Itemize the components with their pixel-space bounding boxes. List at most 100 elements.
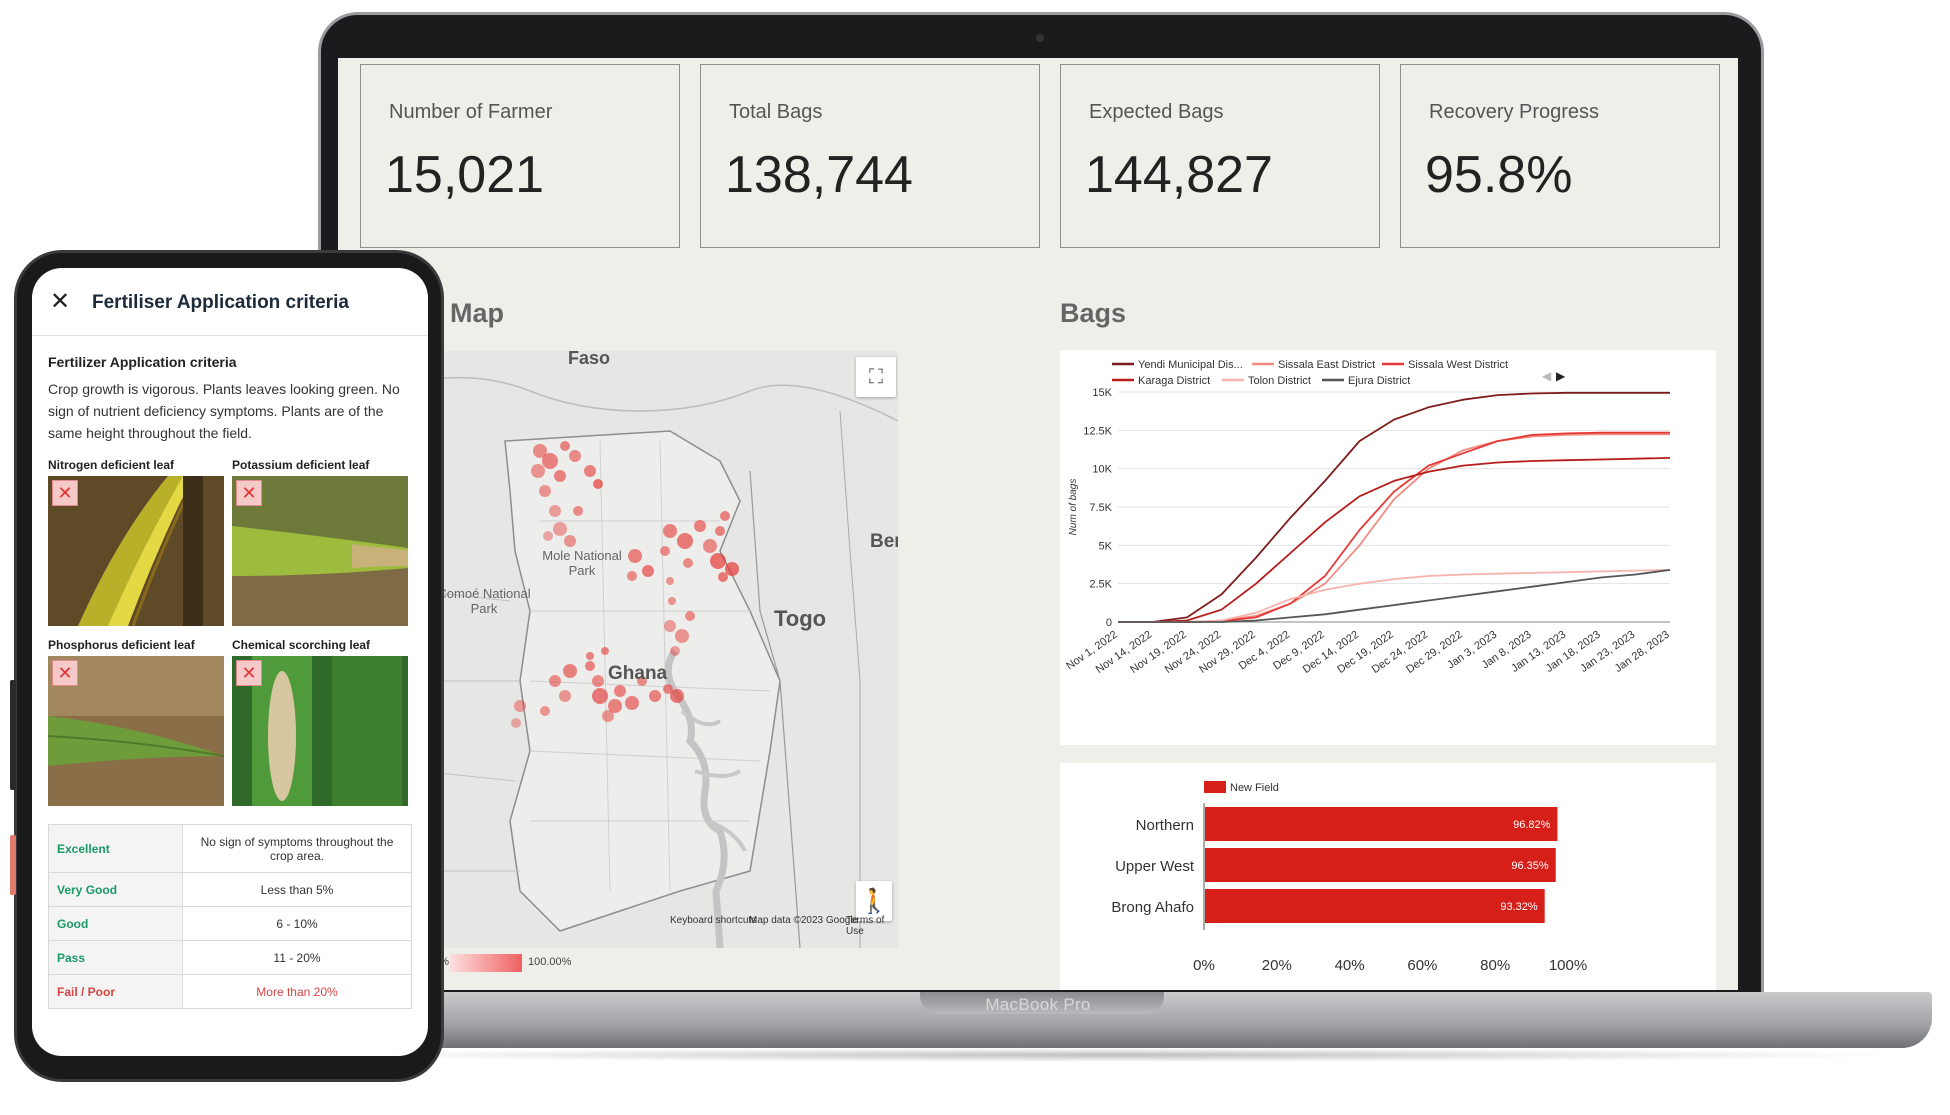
nitrogen-leaf-image: ✕ <box>48 476 224 626</box>
series-line[interactable] <box>1118 433 1670 623</box>
legend-entry[interactable]: Tolon District <box>1248 375 1311 387</box>
series-line[interactable] <box>1118 457 1671 623</box>
laptop-notch <box>920 992 1164 1014</box>
legend-prev-icon[interactable]: ◀ <box>1542 369 1552 383</box>
bar-category-label: Upper West <box>1115 858 1195 875</box>
grade-label: Good <box>48 906 183 941</box>
series-line[interactable] <box>1118 569 1671 623</box>
grade-label: Pass <box>48 940 183 975</box>
leaf-caption: Phosphorus deficient leaf <box>48 638 195 652</box>
fullscreen-icon[interactable]: ⛶ <box>856 357 896 397</box>
series-line[interactable] <box>1118 569 1671 623</box>
grade-label: Very Good <box>48 872 183 907</box>
map-label-faso: Faso <box>568 351 611 368</box>
camera-icon <box>1036 34 1044 42</box>
farm-markers <box>511 441 739 728</box>
bar-category-label: Brong Ahafo <box>1111 899 1194 916</box>
phone-header: ✕ Fertiliser Application criteria <box>32 268 428 336</box>
laptop-shadow <box>320 1048 1910 1062</box>
legend-entry[interactable]: Sissala East District <box>1278 359 1375 371</box>
legend-entry[interactable]: Ejura District <box>1348 375 1410 387</box>
kpi-label: Recovery Progress <box>1429 101 1600 123</box>
x-tick-label: 0% <box>1193 957 1215 974</box>
phone-side-button <box>10 680 16 790</box>
dashboard-screen: Number of Farmer 15,021 Total Bags 138,7… <box>338 58 1738 990</box>
kpi-value: 138,744 <box>725 146 913 204</box>
table-row: Fail / Poor More than 20% <box>48 974 412 1009</box>
laptop-brand: MacBook Pro <box>985 995 1091 1014</box>
y-tick-label: 2.5K <box>1089 579 1112 591</box>
grade-criteria: No sign of symptoms throughout the crop … <box>182 824 412 873</box>
legend-next-icon[interactable]: ▶ <box>1556 369 1566 383</box>
kpi-value: 144,827 <box>1085 146 1273 204</box>
bar-value-label: 96.35% <box>1511 860 1549 872</box>
criteria-subtitle: Fertilizer Application criteria <box>48 354 237 370</box>
map-terms-link[interactable]: Terms of Use <box>846 915 885 937</box>
map-label-benin: Ben <box>870 531 898 552</box>
map-section-title: Map <box>450 298 504 328</box>
bar[interactable] <box>1205 807 1558 841</box>
close-icon[interactable]: ✕ <box>50 288 71 315</box>
kpi-value: 95.8% <box>1425 146 1573 204</box>
grading-table: Excellent No sign of symptoms throughout… <box>48 824 412 1009</box>
x-tick-label: 40% <box>1335 957 1365 974</box>
map-keyboard-shortcuts[interactable]: Keyboard shortcuts <box>670 915 757 926</box>
x-mark-icon: ✕ <box>52 480 78 506</box>
x-mark-icon: ✕ <box>52 660 78 686</box>
map-data-attribution: Map data ©2023 Google <box>749 915 859 926</box>
criteria-description: Crop growth is vigorous. Plants leaves l… <box>48 381 400 441</box>
grade-criteria: 11 - 20% <box>182 940 412 975</box>
bar[interactable] <box>1205 848 1556 882</box>
series-line[interactable] <box>1118 391 1670 623</box>
grade-label: Fail / Poor <box>48 974 183 1009</box>
grade-criteria: 6 - 10% <box>182 906 412 941</box>
x-tick-label: 100% <box>1549 957 1587 974</box>
bar[interactable] <box>1205 889 1545 923</box>
kpi-card-farmers: Number of Farmer 15,021 <box>360 64 680 248</box>
x-mark-icon: ✕ <box>236 660 262 686</box>
map-label-ghana: Ghana <box>608 663 668 684</box>
pegman-icon[interactable]: 🚶 <box>856 881 892 921</box>
map-background <box>420 351 898 948</box>
y-tick-label: 7.5K <box>1089 502 1112 514</box>
bar-value-label: 96.82% <box>1513 819 1551 831</box>
legend-entry[interactable]: Karaga District <box>1138 375 1210 387</box>
region-bar-chart-panel: New Field Northern 96.82% Upper West 96.35% B… <box>1060 763 1716 990</box>
bags-section-title: Bags <box>1060 298 1127 328</box>
kpi-card-expected-bags: Expected Bags 144,827 <box>1060 64 1380 248</box>
map-label-togo: Togo <box>774 606 827 631</box>
leaf-caption: Potassium deficient leaf <box>232 458 370 472</box>
y-axis-label: Num of bags <box>1068 479 1079 536</box>
grade-criteria: More than 20% <box>182 974 412 1009</box>
ghana-map[interactable]: Faso Mole National Park Comoé National P… <box>420 351 898 948</box>
series-line[interactable] <box>1118 431 1670 623</box>
x-tick-label: 60% <box>1407 957 1437 974</box>
grade-criteria: Less than 5% <box>182 872 412 907</box>
map-legend-gradient <box>450 954 522 972</box>
x-mark-icon: ✕ <box>236 480 262 506</box>
kpi-card-recovery: Recovery Progress 95.8% <box>1400 64 1720 248</box>
kpi-value: 15,021 <box>385 146 545 204</box>
grade-label: Excellent <box>48 824 183 873</box>
legend-entry[interactable]: New Field <box>1230 782 1279 794</box>
phosphorus-leaf-image: ✕ <box>48 656 224 806</box>
y-tick-label: 5K <box>1099 540 1113 552</box>
region-bar-chart: New Field Northern 96.82% Upper West 96.35% B… <box>1111 781 1587 974</box>
table-row: Excellent No sign of symptoms throughout… <box>48 824 412 873</box>
bar-category-label: Northern <box>1136 817 1194 834</box>
x-tick-label: 20% <box>1262 957 1292 974</box>
legend-entry[interactable]: Sissala West District <box>1408 359 1508 371</box>
phone-header-title: Fertiliser Application criteria <box>92 292 349 313</box>
bar-value-label: 93.32% <box>1500 901 1538 913</box>
phone-screen: ✕ Fertiliser Application criteria Fertil… <box>32 268 428 1056</box>
table-row: Good 6 - 10% <box>48 906 412 941</box>
scorching-leaf-image: ✕ <box>232 656 408 806</box>
y-tick-label: 15K <box>1092 387 1112 399</box>
leaf-caption: Nitrogen deficient leaf <box>48 458 175 472</box>
x-tick-label: 80% <box>1480 957 1510 974</box>
legend-entry[interactable]: Yendi Municipal Dis... <box>1138 359 1243 371</box>
kpi-label: Total Bags <box>729 101 823 123</box>
kpi-card-total-bags: Total Bags 138,744 <box>700 64 1040 248</box>
y-tick-label: 10K <box>1092 464 1112 476</box>
